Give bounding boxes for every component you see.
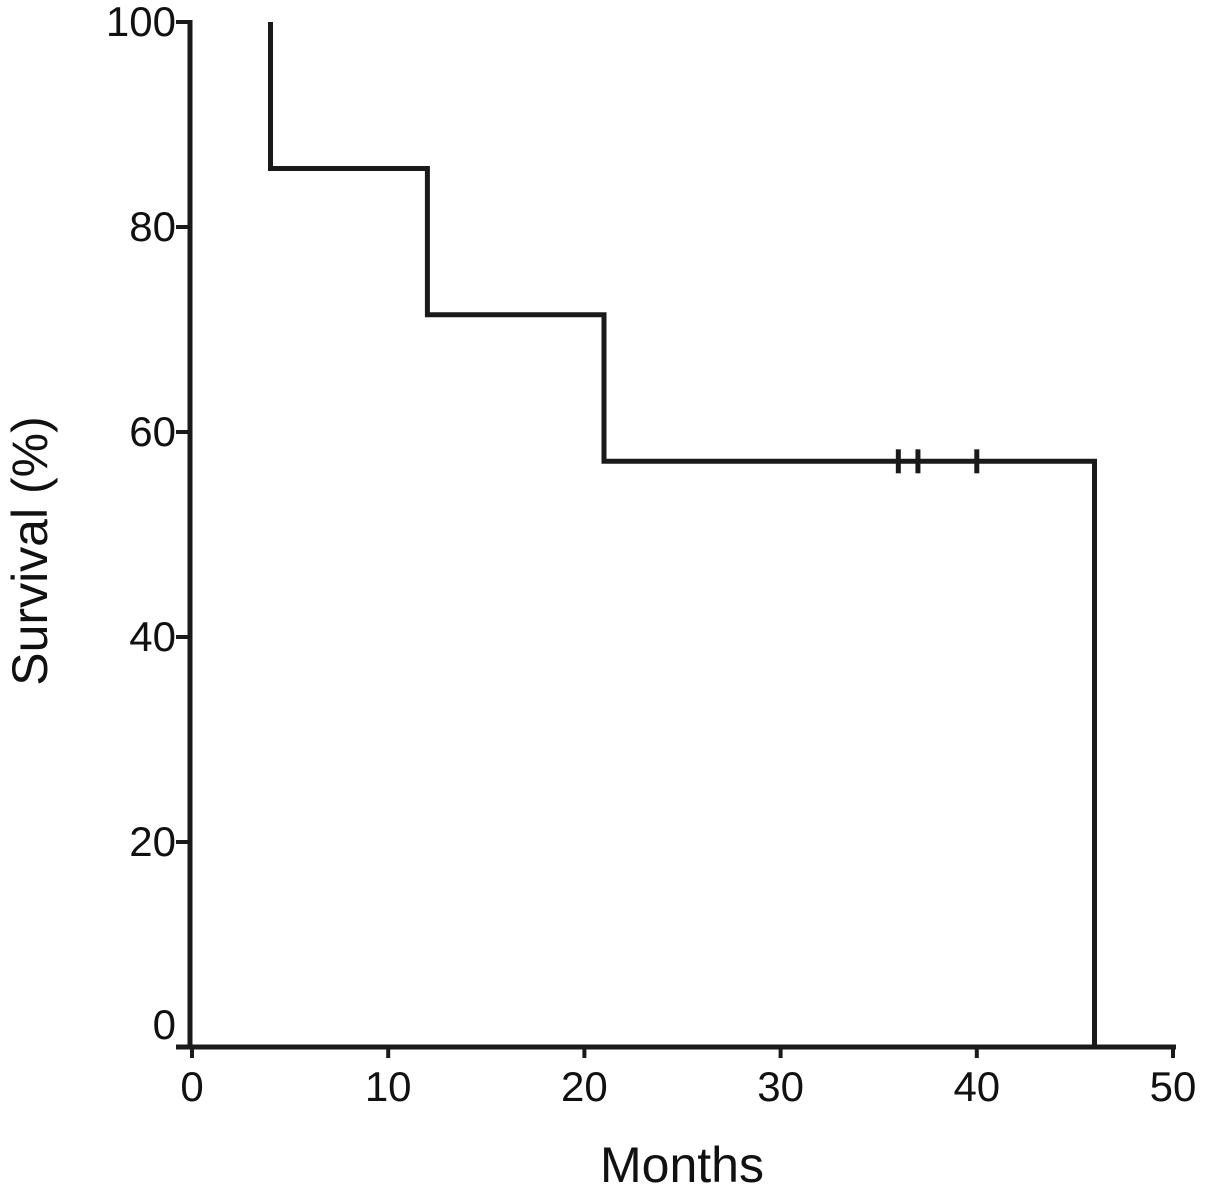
- x-tick-label-10: 10: [364, 1063, 412, 1110]
- x-tick-label-0: 0: [180, 1063, 204, 1110]
- x-axis-title: Months: [600, 1137, 764, 1193]
- x-tick-label-40: 40: [953, 1063, 1001, 1110]
- y-tick-label-40: 40: [129, 613, 176, 660]
- y-tick-label-20: 20: [129, 818, 176, 865]
- x-tick-label-50: 50: [1149, 1063, 1197, 1110]
- survival-curve: [268, 22, 1097, 1047]
- y-tick-label-100: 100: [105, 0, 176, 45]
- axes: [176, 20, 1176, 1050]
- survival-curve-group: [268, 22, 1097, 1047]
- y-tick-label-0: 0: [152, 1001, 176, 1048]
- y-tick-label-60: 60: [129, 408, 176, 455]
- axis-ticks: [176, 20, 1175, 1058]
- y-axis-title: Survival (%): [2, 416, 58, 686]
- x-tick-label-30: 30: [757, 1063, 804, 1110]
- censor-marks-group: [895, 449, 980, 474]
- y-tick-label-80: 80: [129, 203, 176, 250]
- x-tick-label-20: 20: [561, 1063, 608, 1110]
